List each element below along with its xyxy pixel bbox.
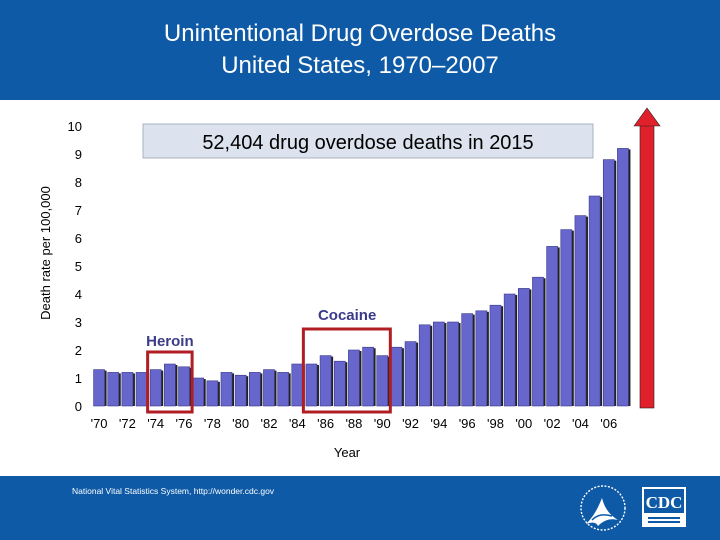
bar: [305, 363, 318, 407]
bar: [333, 360, 346, 407]
x-axis-label: Year: [334, 445, 361, 460]
x-tick-label: '80: [232, 416, 249, 431]
x-tick-label: '96: [459, 416, 476, 431]
bar: [617, 148, 629, 407]
cdc-logo-text: CDC: [646, 493, 683, 512]
chart-title-line1: Unintentional Drug Overdose Deaths: [163, 20, 557, 47]
x-tick-label: '94: [430, 416, 447, 431]
bar: [418, 324, 431, 407]
x-tick-label: '74: [147, 416, 164, 431]
x-tick-label: '82: [260, 416, 277, 431]
heroin-highlight-box: [146, 350, 194, 414]
bar-chart: Death rate per 100,000 0 1 2 3 4 5 6 7 8 9 10 '70 '72…: [38, 107, 661, 460]
bar: [447, 321, 459, 407]
x-tick-label: '92: [402, 416, 419, 431]
arrow-head: [633, 107, 661, 127]
bar: [404, 341, 417, 407]
hhs-eagle-icon: [580, 485, 626, 531]
y-tick-label: 0: [75, 399, 82, 414]
bar: [319, 355, 332, 407]
x-tick-label: '88: [345, 416, 362, 431]
x-tick-label: '78: [204, 416, 221, 431]
y-tick-label: 4: [75, 287, 82, 302]
source-citation: National Vital Statistics System, http:/…: [72, 486, 275, 496]
bar: [560, 229, 573, 407]
bar: [489, 304, 502, 407]
bar: [602, 159, 615, 407]
bar: [149, 369, 162, 407]
bar: [532, 276, 544, 407]
y-tick-label: 1: [75, 371, 82, 386]
bar: [206, 380, 219, 407]
y-tick-label: 7: [75, 203, 82, 218]
x-tick-label: '70: [91, 416, 108, 431]
x-tick-label: '98: [487, 416, 504, 431]
bar: [390, 346, 403, 407]
bar: [362, 346, 374, 407]
cdc-logo-icon: CDC: [642, 487, 686, 527]
x-tick-label: '84: [289, 416, 306, 431]
bar: [546, 246, 558, 407]
bar: [291, 363, 304, 407]
bar: [376, 355, 389, 407]
bar: [178, 366, 190, 407]
bar: [517, 288, 530, 407]
cocaine-highlight-box: [301, 327, 392, 414]
bar: [234, 374, 247, 407]
y-tick-label: 10: [68, 119, 82, 134]
heroin-label: Heroin: [146, 333, 194, 350]
bar: [164, 363, 176, 407]
bar: [503, 293, 516, 407]
x-tick-label: '86: [317, 416, 334, 431]
x-tick-label: '76: [176, 416, 193, 431]
y-axis-label: Death rate per 100,000: [38, 186, 53, 320]
x-tick-label: '04: [572, 416, 589, 431]
y-tick-label: 6: [75, 231, 82, 246]
y-tick-label: 2: [75, 343, 82, 358]
callout-box: [142, 123, 594, 159]
y-tick-label: 5: [75, 259, 82, 274]
y-tick-label: 3: [75, 315, 82, 330]
arrow-shaft: [639, 123, 655, 409]
chart-title-line2: United States, 1970–2007: [221, 52, 499, 79]
bar: [220, 372, 233, 407]
bar: [263, 369, 275, 407]
x-tick-label: '02: [544, 416, 561, 431]
callout-text: 52,404 drug overdose deaths in 2015: [202, 132, 533, 154]
x-tick-label: '00: [515, 416, 532, 431]
y-tick-label: 8: [75, 175, 82, 190]
bar: [135, 372, 148, 407]
cocaine-label: Cocaine: [318, 307, 376, 324]
bar: [277, 372, 289, 407]
bar: [107, 372, 120, 407]
bar: [93, 369, 105, 407]
y-tick-label: 9: [75, 147, 82, 162]
bar: [121, 372, 134, 407]
bar: [192, 377, 205, 407]
bar: [588, 195, 601, 407]
bar: [248, 372, 261, 407]
bar: [461, 313, 474, 407]
bar: [574, 215, 587, 407]
bar: [475, 310, 488, 407]
bar: [433, 321, 445, 407]
title-banner: [0, 0, 720, 100]
x-tick-label: '90: [374, 416, 391, 431]
x-tick-label: '72: [119, 416, 136, 431]
x-tick-label: '06: [600, 416, 617, 431]
bar: [348, 349, 360, 407]
